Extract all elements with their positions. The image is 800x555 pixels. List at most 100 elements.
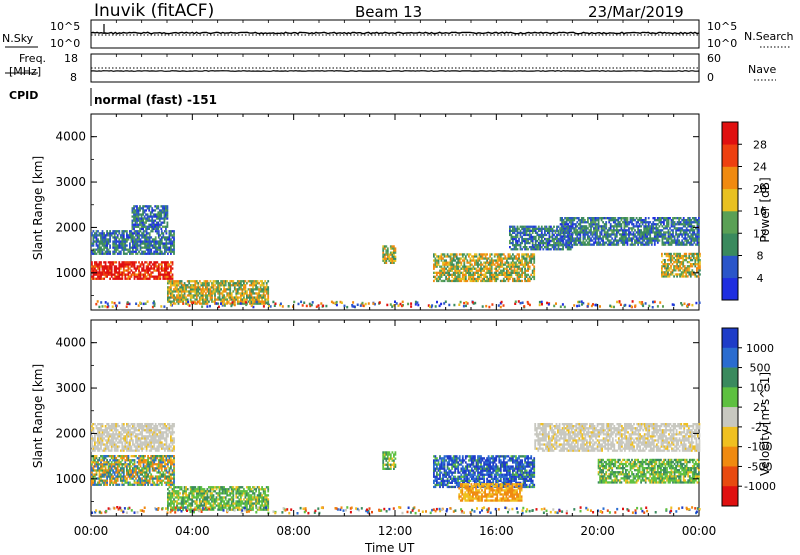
power-ground-cell xyxy=(126,306,128,309)
power-cell xyxy=(680,221,682,223)
power-cell xyxy=(267,290,269,292)
power-cell xyxy=(687,221,689,223)
power-cell xyxy=(596,217,598,219)
power-cell xyxy=(155,244,157,246)
power-cell xyxy=(149,278,151,280)
power-cell xyxy=(627,225,629,227)
power-cell xyxy=(193,284,195,286)
power-cell xyxy=(147,228,149,230)
power-cell xyxy=(463,262,465,264)
power-cell xyxy=(605,227,607,229)
power-cell xyxy=(166,251,168,253)
velocity-cell xyxy=(143,457,145,459)
power-cell xyxy=(254,298,256,300)
power-cell xyxy=(200,298,202,300)
power-cell xyxy=(231,298,233,300)
power-cell xyxy=(260,286,262,288)
power-cell xyxy=(645,223,647,225)
power-cell xyxy=(109,261,111,263)
power-cell xyxy=(473,257,475,259)
velocity-cell xyxy=(121,465,123,467)
velocity-cell xyxy=(140,461,142,463)
velocity-cell xyxy=(123,484,125,486)
power-cell xyxy=(438,262,440,264)
power-cell xyxy=(596,229,598,231)
power-cell xyxy=(489,270,491,272)
power-cell xyxy=(636,217,638,219)
power-ground-cell xyxy=(680,302,682,305)
power-cell xyxy=(514,278,516,280)
power-cell xyxy=(155,278,157,280)
velocity-cell xyxy=(108,461,110,463)
power-cell xyxy=(155,247,157,249)
power-cell xyxy=(155,251,157,253)
power-cell xyxy=(219,290,221,292)
power-cell xyxy=(576,244,578,246)
power-cell xyxy=(155,263,157,265)
velocity-cell xyxy=(117,467,119,469)
power-cell xyxy=(147,220,149,222)
power-cell xyxy=(680,227,682,229)
power-cell xyxy=(243,294,245,296)
power-cell xyxy=(642,242,644,244)
power-cell xyxy=(147,265,149,267)
power-cell xyxy=(128,265,130,267)
velocity-cell xyxy=(134,459,136,461)
power-ground-cell xyxy=(203,301,205,304)
velocity-cell xyxy=(161,467,163,469)
power-cell xyxy=(645,217,647,219)
power-cell xyxy=(660,231,662,233)
velocity-cell xyxy=(103,459,105,461)
power-ground-cell xyxy=(143,303,145,306)
power-cell xyxy=(509,253,511,255)
power-cell xyxy=(672,259,674,261)
velocity-cell xyxy=(158,469,160,471)
power-cell xyxy=(143,265,145,267)
power-cell xyxy=(558,226,560,228)
power-cell xyxy=(681,227,683,229)
power-cell xyxy=(450,255,452,257)
power-cell xyxy=(680,229,682,231)
velocity-cell xyxy=(129,467,131,469)
power-cell xyxy=(111,267,113,269)
power-cell xyxy=(117,249,119,251)
power-cell xyxy=(200,282,202,284)
velocity-cell xyxy=(162,475,164,477)
velocity-cell xyxy=(96,471,98,473)
power-cell xyxy=(121,278,123,280)
power-cell xyxy=(573,217,575,219)
power-ground-cell xyxy=(105,301,107,304)
power-cell xyxy=(254,296,256,298)
power-ground-cell xyxy=(581,300,583,303)
power-cell xyxy=(523,255,525,257)
power-cell xyxy=(466,262,468,264)
power-cell xyxy=(155,276,157,278)
power-cell xyxy=(508,280,510,282)
power-cell xyxy=(129,278,131,280)
velocity-cell xyxy=(124,477,126,479)
power-cell xyxy=(210,288,212,290)
power-cell xyxy=(106,244,108,246)
power-cell xyxy=(672,229,674,231)
velocity-cell xyxy=(141,473,143,475)
velocity-cell xyxy=(140,469,142,471)
power-colorbar-swatch xyxy=(722,189,738,212)
power-cell xyxy=(132,247,134,249)
power-cell xyxy=(583,217,585,219)
power-cell xyxy=(150,274,152,276)
velocity-cell xyxy=(91,463,93,465)
power-cell xyxy=(581,242,583,244)
power-cell xyxy=(466,270,468,272)
power-cell xyxy=(102,251,104,253)
power-cell xyxy=(593,244,595,246)
power-cell xyxy=(668,219,670,221)
power-cell xyxy=(533,270,535,272)
power-cell xyxy=(512,278,514,280)
power-cell xyxy=(558,246,560,248)
power-ground-cell xyxy=(267,302,269,305)
power-cell xyxy=(573,239,575,241)
power-cell xyxy=(187,284,189,286)
power-cell xyxy=(590,229,592,231)
power-cell xyxy=(157,207,159,209)
